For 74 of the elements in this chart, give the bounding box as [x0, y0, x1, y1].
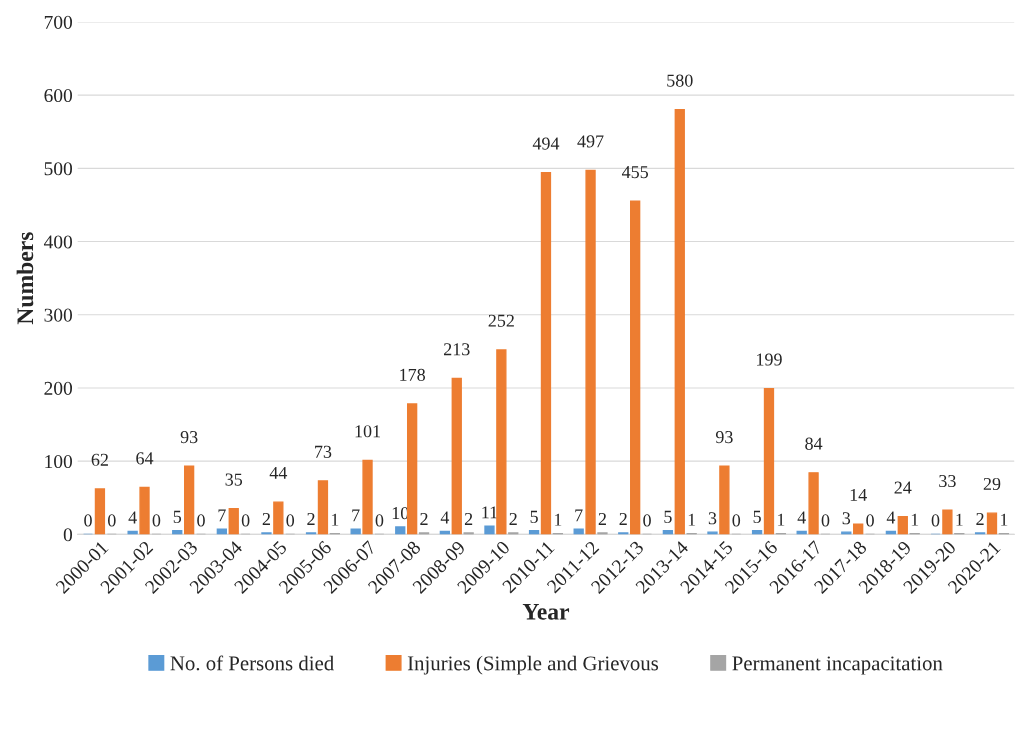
data-label: 497 — [577, 135, 604, 148]
y-tick-label: 100 — [45, 454, 73, 469]
y-tick-label: 400 — [43, 235, 73, 249]
data-label: 7 — [352, 509, 360, 522]
data-label: 4 — [128, 511, 137, 524]
y-tick-label: 200 — [44, 381, 73, 395]
data-label: 62 — [91, 453, 108, 466]
y-tick-label: 700 — [44, 15, 73, 29]
data-label: 1 — [688, 513, 696, 526]
data-label: 1 — [554, 513, 562, 526]
data-label: 93 — [715, 431, 733, 444]
data-label: 0 — [643, 514, 651, 527]
data-label: 5 — [173, 510, 182, 523]
data-label: 0 — [197, 514, 205, 527]
data-label: 84 — [805, 437, 823, 450]
data-label: 494 — [532, 137, 560, 150]
data-label: 2 — [976, 512, 984, 525]
y-tick-label: 0 — [63, 528, 73, 542]
data-label: 1 — [1000, 513, 1008, 526]
data-label: 0 — [286, 514, 295, 527]
data-label: 0 — [84, 514, 92, 527]
data-label: 4 — [440, 511, 450, 524]
data-label: 4 — [797, 511, 806, 524]
data-label: 252 — [488, 314, 514, 327]
data-label: 2 — [307, 512, 315, 525]
data-label: 33 — [939, 474, 956, 488]
data-label: 7 — [218, 509, 226, 522]
y-tick-label: 300 — [44, 308, 73, 322]
data-label: 2 — [464, 512, 473, 525]
data-label: 0 — [821, 514, 830, 527]
data-label: 2 — [420, 512, 428, 525]
data-label: 2 — [619, 512, 627, 525]
data-label: 29 — [983, 477, 1001, 491]
data-label: 0 — [931, 514, 940, 527]
data-label: 3 — [842, 512, 851, 525]
data-label: 0 — [241, 514, 250, 527]
data-label: 0 — [732, 514, 741, 527]
data-label: 4 — [886, 511, 896, 524]
data-label: 93 — [180, 431, 198, 444]
legend-label: No. of Persons died — [170, 655, 334, 671]
data-label: 178 — [400, 368, 426, 381]
y-axis-title: Numbers — [16, 232, 34, 325]
data-label: 0 — [108, 514, 116, 527]
data-label: 5 — [753, 510, 761, 523]
data-label: 199 — [757, 353, 782, 366]
data-label: 1 — [331, 513, 339, 526]
data-label: 0 — [375, 514, 384, 527]
data-label: 1 — [911, 513, 919, 526]
x-axis-title: Year — [522, 603, 570, 620]
data-label: 101 — [355, 425, 381, 438]
y-tick-label: 500 — [44, 162, 73, 176]
data-label: 1 — [777, 513, 785, 526]
data-label: 7 — [575, 509, 583, 522]
data-label: 0 — [152, 514, 161, 527]
data-label: 24 — [894, 481, 912, 494]
data-label: 35 — [225, 473, 243, 486]
data-label: 5 — [530, 510, 538, 523]
data-label: 2 — [598, 512, 606, 525]
data-label: 44 — [269, 466, 288, 479]
legend-label: Injuries (Simple and Grievous — [407, 655, 659, 675]
data-label: 213 — [444, 343, 470, 356]
data-label: 14 — [850, 488, 867, 501]
y-tick-label: 600 — [44, 88, 73, 103]
data-label: 2 — [262, 512, 270, 525]
data-label: 5 — [664, 510, 672, 523]
data-label: 73 — [315, 445, 332, 458]
data-label: 455 — [621, 166, 649, 179]
data-label: 3 — [708, 512, 717, 525]
data-label: 0 — [866, 514, 874, 527]
data-label: 580 — [667, 74, 693, 87]
data-label: 1 — [956, 513, 963, 526]
data-label: 64 — [136, 452, 154, 465]
legend-label: Permanent incapacitation — [732, 656, 943, 675]
data-label: 2 — [509, 512, 517, 525]
